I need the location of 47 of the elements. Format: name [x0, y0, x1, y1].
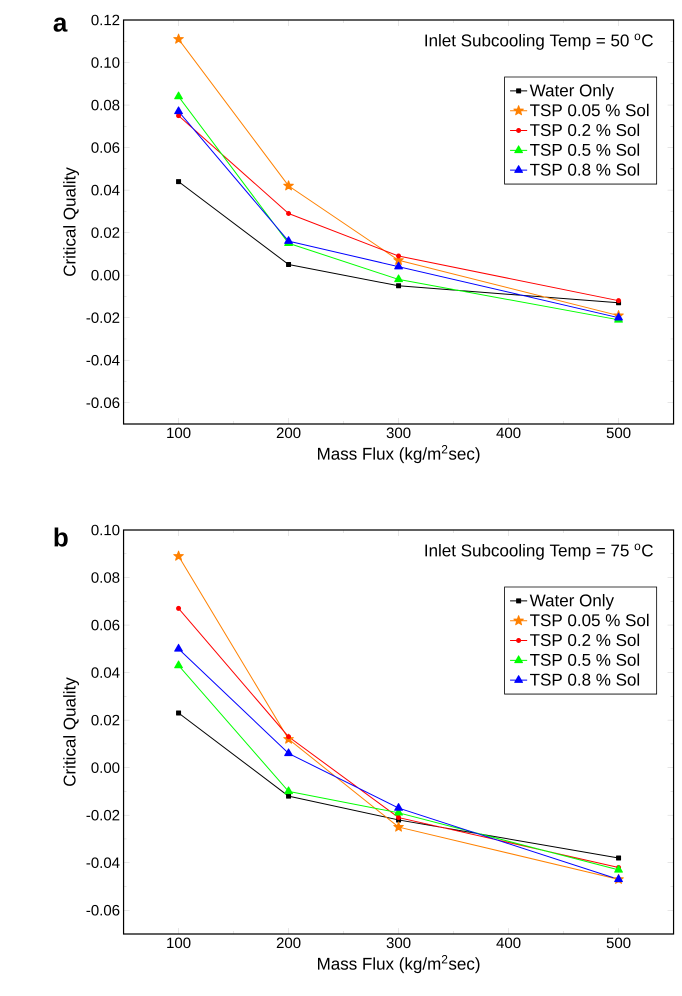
legend-label: TSP 0.2 % Sol	[530, 634, 640, 646]
legend-label: TSP 0.2 % Sol	[530, 124, 640, 136]
y-tick-label: -0.04	[86, 857, 120, 868]
y-tick-label: -0.06	[86, 904, 120, 916]
annotation: Inlet Subcooling Temp = 75 $^{o}$C	[426, 544, 654, 560]
y-tick-label: -0.02	[86, 312, 120, 323]
x-tick-label: 500	[606, 938, 631, 948]
x-tick-label: 500	[606, 428, 631, 438]
x-tick-label: 200	[277, 428, 301, 438]
y-tick-label: 0.02	[92, 227, 120, 238]
x-tick-label: 200	[277, 938, 301, 948]
x-axis-title: Mass Flux (kg/m$^{2}$sec)	[318, 445, 480, 464]
y-tick-label: 0.00	[92, 762, 120, 773]
y-tick-label: 0.08	[92, 100, 120, 110]
y-tick-label: 0.06	[92, 620, 120, 630]
legend-label: TSP 0.8 % Sol	[530, 163, 640, 176]
x-axis-title: Mass Flux (kg/m$^{2}$sec)	[318, 955, 480, 974]
chart-title: a	[54, 18, 68, 32]
y-tick-label: 0.04	[92, 667, 120, 678]
x-tick-label: 100	[167, 428, 191, 438]
legend-label: TSP 0.05 % Sol	[530, 614, 649, 626]
legend-label: TSP 0.8 % Sol	[530, 673, 640, 686]
y-tick-label: 0.10	[92, 57, 120, 68]
legend-label: TSP 0.5 % Sol	[530, 143, 640, 156]
y-tick-label: -0.02	[86, 810, 120, 820]
y-axis-title: Critical Quality	[63, 167, 80, 276]
y-tick-label: 0.02	[92, 714, 120, 726]
x-tick-label: 400	[496, 938, 521, 948]
y-tick-label: 0.04	[92, 184, 120, 196]
legend-label: Water Only	[530, 594, 614, 610]
y-tick-label: 0.00	[92, 270, 120, 280]
y-tick-label: 0.06	[92, 142, 120, 153]
y-tick-label: 0.10	[92, 524, 120, 536]
y-axis-title: Critical Quality	[63, 677, 80, 786]
legend-label: TSP 0.05 % Sol	[530, 104, 649, 116]
x-tick-label: 400	[496, 428, 521, 438]
y-tick-label: -0.04	[86, 354, 120, 366]
x-tick-label: 300	[386, 938, 411, 948]
y-tick-label: 0.12	[92, 14, 120, 26]
legend-label: Water Only	[530, 84, 614, 100]
chart-title: b	[54, 528, 68, 547]
y-tick-label: -0.06	[86, 397, 120, 408]
legend-label: TSP 0.5 % Sol	[530, 653, 640, 666]
y-tick-label: 0.08	[92, 572, 120, 583]
annotation: Inlet Subcooling Temp = 50 $^{o}$C	[426, 34, 654, 50]
x-tick-label: 300	[386, 428, 411, 438]
x-tick-label: 100	[167, 938, 191, 948]
